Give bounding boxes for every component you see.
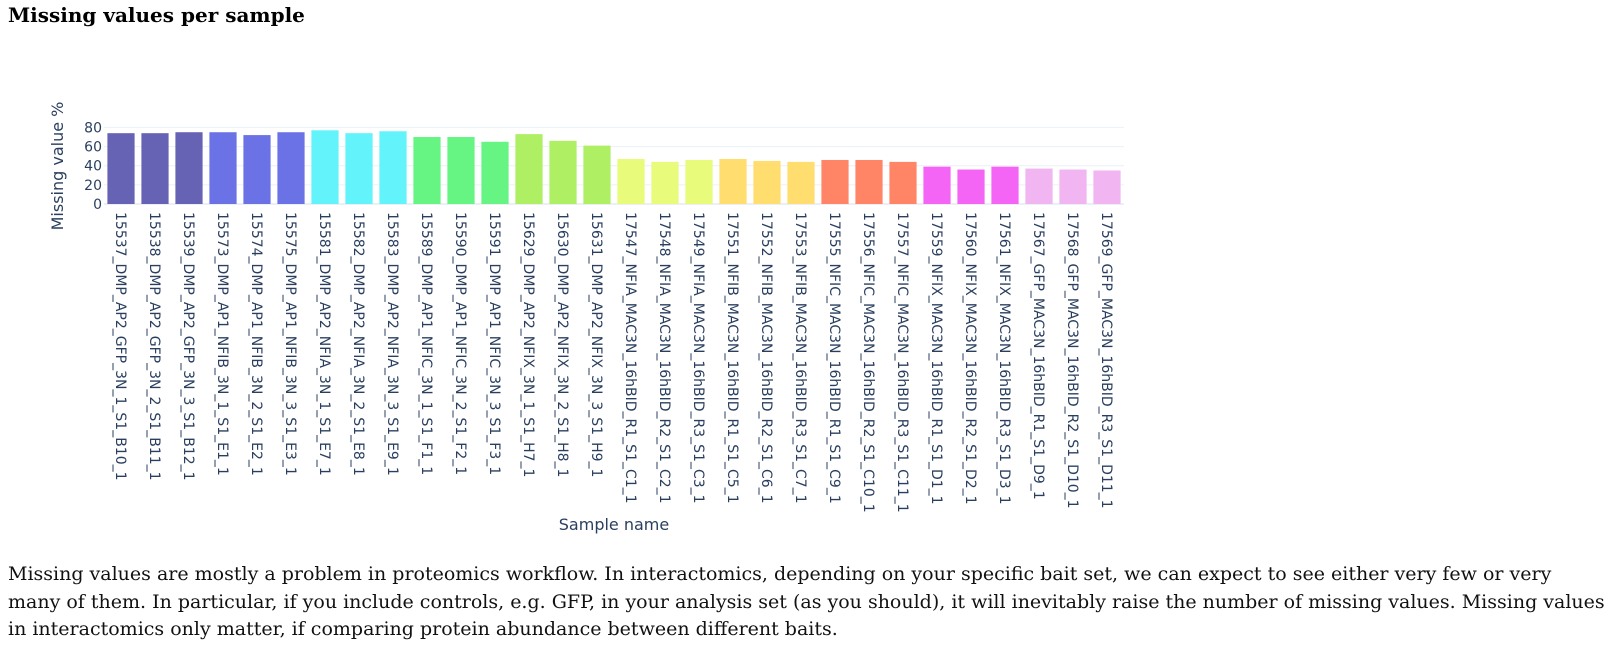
x-tick-label: 17557_NFIC_MAC3N_16hBID_R3_S1_C11_1: [894, 212, 910, 513]
x-tick-label: 15629_DMP_AP2_NFIX_3N_1_S1_H7_1: [520, 212, 536, 477]
x-tick-label: 15591_DMP_AP1_NFIC_3N_3_S1_F3_1: [486, 212, 502, 475]
bar: [889, 161, 917, 204]
bar: [209, 132, 237, 204]
heading: Missing values per sample: [8, 3, 305, 27]
x-tick-label: 17560_NFIX_MAC3N_16hBID_R2_S1_D2_1: [962, 212, 978, 505]
y-tick-label: 20: [84, 178, 102, 194]
y-tick-label: 40: [84, 159, 102, 175]
x-axis-title: Sample name: [559, 515, 669, 534]
bar: [515, 134, 543, 204]
bar: [923, 166, 951, 204]
x-tick-label: 17567_GFP_MAC3N_16hBID_R1_S1_D9_1: [1030, 212, 1046, 500]
bar: [617, 159, 645, 204]
bar: [957, 169, 985, 204]
x-tick-label: 15631_DMP_AP2_NFIX_3N_3_S1_H9_1: [588, 212, 604, 477]
y-axis-title: Missing value %: [48, 102, 67, 231]
bar: [991, 166, 1019, 204]
bar: [583, 145, 611, 204]
x-tick-label: 17553_NFIB_MAC3N_16hBID_R3_S1_C7_1: [792, 212, 808, 504]
y-tick-label: 60: [84, 140, 102, 156]
x-tick-label: 17569_GFP_MAC3N_16hBID_R3_S1_D11_1: [1098, 212, 1114, 509]
bar: [685, 159, 713, 204]
bar: [413, 137, 441, 204]
x-tick-label: 17552_NFIB_MAC3N_16hBID_R2_S1_C6_1: [758, 212, 774, 504]
x-tick-label: 15589_DMP_AP1_NFIC_3N_1_S1_F1_1: [418, 212, 434, 475]
bar: [1025, 168, 1053, 204]
x-tick-label: 17551_NFIB_MAC3N_16hBID_R1_S1_C5_1: [724, 212, 740, 504]
bar: [651, 161, 679, 204]
x-tick-label: 17568_GFP_MAC3N_16hBID_R2_S1_D10_1: [1064, 212, 1080, 509]
x-tick-label: 17548_NFIA_MAC3N_16hBID_R2_S1_C2_1: [656, 212, 672, 504]
bar: [855, 159, 883, 204]
x-tick-label: 15574_DMP_AP1_NFIB_3N_2_S1_E2_1: [248, 212, 264, 476]
x-tick-label: 17556_NFIC_MAC3N_16hBID_R2_S1_C10_1: [860, 212, 876, 513]
x-tick-label: 15537_DMP_AP2_GFP_3N_1_S1_B10_1: [112, 212, 128, 481]
x-tick-label: 15590_DMP_AP1_NFIC_3N_2_S1_F2_1: [452, 212, 468, 475]
x-tick-label: 17555_NFIC_MAC3N_16hBID_R1_S1_C9_1: [826, 212, 842, 504]
bar: [1093, 170, 1121, 204]
bar: [175, 132, 203, 204]
bar: [447, 137, 475, 204]
bar: [719, 159, 747, 204]
bar: [821, 159, 849, 204]
chart: Sample name Missing value % 0 20 40 60 80 155…: [48, 102, 1124, 534]
bar: [1059, 169, 1087, 204]
x-tick-label: 15538_DMP_AP2_GFP_3N_2_S1_B11_1: [146, 212, 162, 481]
x-tick-label: 15630_DMP_AP2_NFIX_3N_2_S1_H8_1: [554, 212, 570, 477]
bar: [141, 133, 169, 204]
x-tick-label: 15575_DMP_AP1_NFIB_3N_3_S1_E3_1: [282, 212, 298, 476]
x-tick-label: 15581_DMP_AP2_NFIA_3N_1_S1_E7_1: [316, 212, 332, 476]
bar: [481, 141, 509, 204]
x-tick-label: 17547_NFIA_MAC3N_16hBID_R1_S1_C1_1: [622, 212, 638, 504]
bar: [345, 133, 373, 204]
bar: [787, 161, 815, 204]
bar: [379, 131, 407, 204]
x-tick-label: 15582_DMP_AP2_NFIA_3N_2_S1_E8_1: [350, 212, 366, 476]
paragraph: Missing values are mostly a problem in p…: [8, 563, 1605, 640]
bar: [277, 132, 305, 204]
x-tick-label: 17549_NFIA_MAC3N_16hBID_R3_S1_C3_1: [690, 212, 706, 504]
x-tick-label: 15583_DMP_AP2_NFIA_3N_3_S1_E9_1: [384, 212, 400, 476]
x-tick-label: 17559_NFIX_MAC3N_16hBID_R1_S1_D1_1: [928, 212, 944, 505]
y-tick-label: 80: [84, 120, 102, 136]
bar: [311, 130, 339, 204]
bar: [107, 133, 135, 204]
y-tick-label: 0: [93, 197, 102, 213]
bar: [549, 140, 577, 204]
bar: [243, 135, 271, 204]
x-tick-label: 17561_NFIX_MAC3N_16hBID_R3_S1_D3_1: [996, 212, 1012, 505]
x-tick-label: 15573_DMP_AP1_NFIB_3N_1_S1_E1_1: [214, 212, 230, 476]
x-tick-label: 15539_DMP_AP2_GFP_3N_3_S1_B12_1: [180, 212, 196, 481]
bar: [753, 160, 781, 204]
